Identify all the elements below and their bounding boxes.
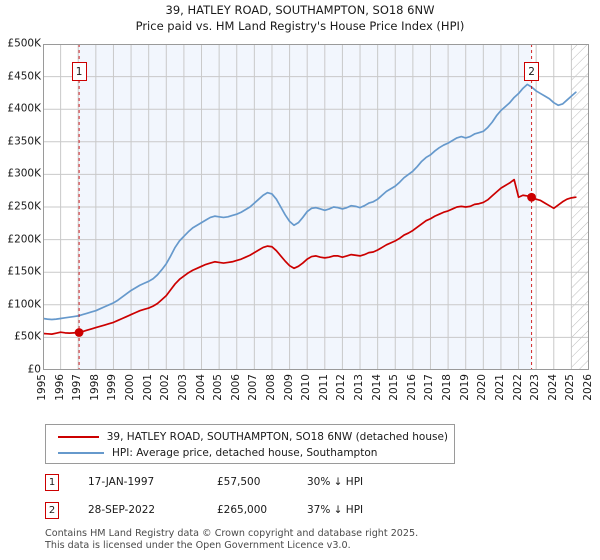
- x-tick-label: 2005: [212, 374, 225, 401]
- sale-badge-1: 1: [45, 474, 59, 491]
- x-tick-label: 2024: [546, 374, 559, 401]
- x-tick-label: 1998: [88, 374, 101, 401]
- y-tick-label: £200K: [7, 233, 41, 246]
- x-tick-label: 2001: [141, 374, 154, 401]
- y-tick-label: £250K: [7, 200, 41, 213]
- y-tick-label: £300K: [7, 167, 41, 180]
- x-tick-label: 2020: [476, 374, 489, 401]
- x-tick-label: 2016: [405, 374, 418, 401]
- x-tick-label: 2000: [124, 374, 137, 401]
- legend-swatch-price-paid: [58, 436, 99, 438]
- footer-line-2: This data is licensed under the Open Gov…: [45, 539, 351, 551]
- x-tick-label: 2017: [423, 374, 436, 401]
- footer-attribution: Contains HM Land Registry data © Crown c…: [45, 528, 585, 551]
- y-tick-label: £100K: [7, 298, 41, 311]
- legend-swatch-hpi: [58, 452, 104, 454]
- x-tick-label: 2011: [317, 374, 330, 401]
- y-tick-label: £50K: [14, 330, 41, 343]
- x-tick-label: 2014: [370, 374, 383, 401]
- chart-svg: [43, 44, 589, 370]
- chart-plot-area: [43, 44, 589, 370]
- x-tick-label: 2009: [282, 374, 295, 401]
- y-tick-label: £400K: [7, 102, 41, 115]
- legend-item-price-paid: 39, HATLEY ROAD, SOUTHAMPTON, SO18 6NW (…: [52, 429, 448, 445]
- x-tick-label: 2018: [441, 374, 454, 401]
- x-tick-label: 2015: [388, 374, 401, 401]
- legend-label-hpi: HPI: Average price, detached house, Sout…: [112, 447, 378, 459]
- title-address: 39, HATLEY ROAD, SOUTHAMPTON, SO18 6NW: [165, 3, 435, 17]
- legend-item-hpi: HPI: Average price, detached house, Sout…: [52, 445, 448, 461]
- footer-line-1: Contains HM Land Registry data © Crown c…: [45, 528, 419, 539]
- page-title: 39, HATLEY ROAD, SOUTHAMPTON, SO18 6NW P…: [0, 2, 600, 34]
- x-tick-label: 2023: [529, 374, 542, 401]
- x-tick-label: 2004: [194, 374, 207, 401]
- x-tick-label: 2010: [300, 374, 313, 401]
- sale-badge-2: 2: [45, 502, 59, 519]
- sale-delta-1: 30% ↓ HPI: [307, 476, 364, 488]
- y-tick-label: £350K: [7, 135, 41, 148]
- x-tick-label: 2003: [176, 374, 189, 401]
- chart-legend: 39, HATLEY ROAD, SOUTHAMPTON, SO18 6NW (…: [45, 424, 455, 464]
- x-tick-label: 2025: [564, 374, 577, 401]
- x-tick-label: 2012: [335, 374, 348, 401]
- x-tick-label: 1997: [71, 374, 84, 401]
- x-axis-labels: 1995 1996 1997 1998 1999 2000 2001 2002 2003 2004…: [36, 374, 594, 414]
- legend-label-price-paid: 39, HATLEY ROAD, SOUTHAMPTON, SO18 6NW (…: [106, 431, 448, 443]
- x-tick-label: 2021: [493, 374, 506, 401]
- x-tick-label: 2019: [458, 374, 471, 401]
- y-tick-label: £450K: [7, 70, 41, 83]
- x-tick-label: 2002: [159, 374, 172, 401]
- y-tick-label: £500K: [7, 37, 41, 50]
- x-tick-label: 2013: [353, 374, 366, 401]
- sale-date-2: 28-SEP-2022: [88, 504, 156, 516]
- title-subtitle: Price paid vs. HM Land Registry's House …: [135, 19, 465, 33]
- x-tick-label: 2006: [229, 374, 242, 401]
- sale-delta-2: 37% ↓ HPI: [307, 504, 364, 516]
- y-tick-label: £150K: [7, 265, 41, 278]
- x-tick-label: 1999: [106, 374, 119, 401]
- sale-price-2: £265,000: [217, 504, 268, 516]
- chart-marker-callout[interactable]: 2: [524, 62, 540, 81]
- x-tick-label: 1995: [36, 374, 48, 401]
- x-tick-label: 2026: [582, 374, 594, 401]
- x-tick-label: 2007: [247, 374, 260, 401]
- y-tick-label: £0: [27, 363, 41, 376]
- x-tick-label: 2008: [264, 374, 277, 401]
- sale-price-1: £57,500: [217, 476, 261, 488]
- x-tick-label: 2022: [511, 374, 524, 401]
- sale-date-1: 17-JAN-1997: [88, 476, 155, 488]
- y-axis-labels: £0 £50K £100K £150K £200K £250K £300K £350K £400…: [0, 38, 41, 375]
- chart-marker-callout[interactable]: 1: [71, 62, 87, 81]
- x-tick-label: 1996: [53, 374, 66, 401]
